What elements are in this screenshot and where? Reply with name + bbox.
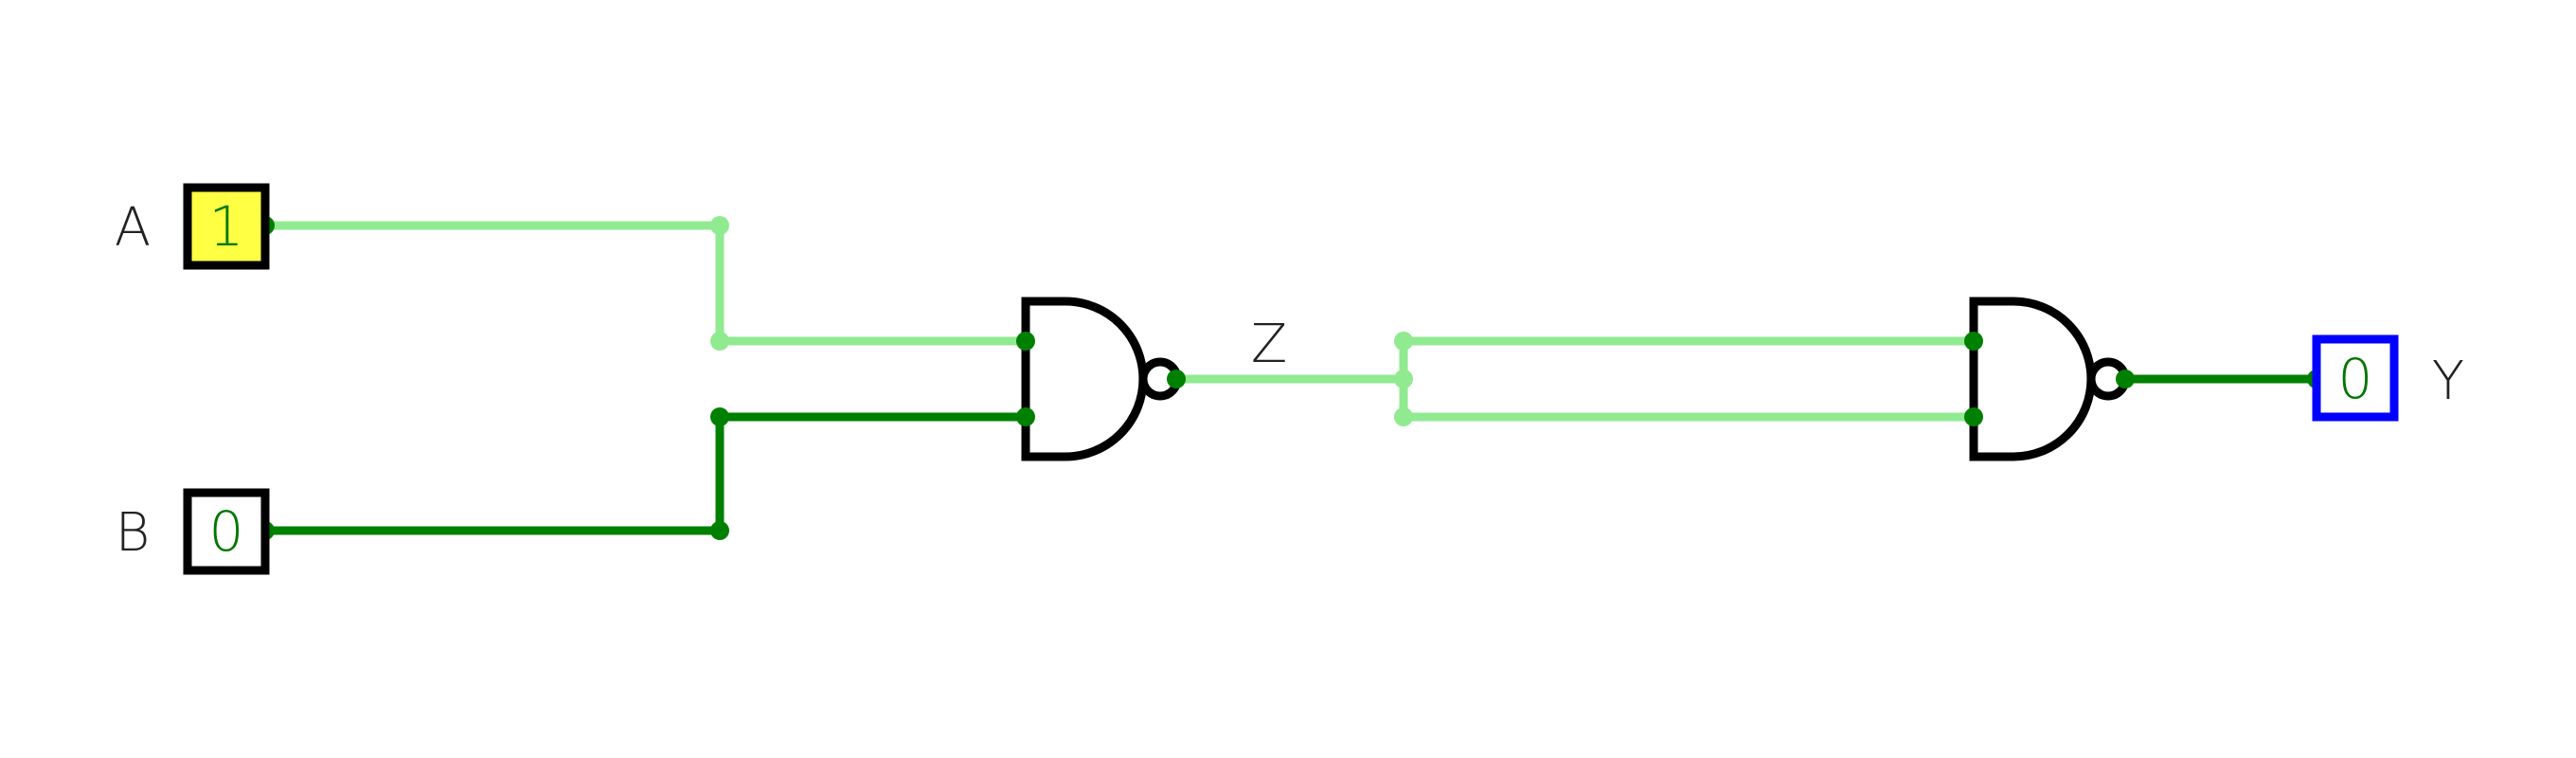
- input-a-toggle[interactable]: [183, 183, 270, 270]
- input-b[interactable]: B 0: [116, 488, 270, 575]
- junction-z-mid: [1394, 370, 1413, 388]
- junction-b-corner-bottom: [710, 521, 729, 540]
- input-a-value: 1: [209, 194, 244, 259]
- junction-b-corner-top: [710, 407, 729, 426]
- input-b-label: B: [116, 502, 151, 564]
- junction-z-top: [1394, 332, 1413, 351]
- input-b-toggle[interactable]: [183, 488, 270, 575]
- pin-gate2-in-bottom: [1964, 407, 1983, 426]
- wire-b-to-gate1: [260, 412, 1030, 535]
- junction-a-corner-bottom: [710, 332, 729, 351]
- input-a[interactable]: A 1: [115, 183, 270, 270]
- wires-low: [260, 374, 2321, 535]
- pin-gate1-in-bottom: [1016, 407, 1035, 426]
- pin-gate1-out: [1167, 370, 1186, 388]
- pin-gate2-in-top: [1964, 332, 1983, 351]
- output-y-label: Y: [2432, 351, 2464, 412]
- nand-gate-2[interactable]: [1969, 297, 2130, 461]
- output-y-display: [2312, 334, 2399, 422]
- nand-gate-1-body: [1021, 297, 1148, 461]
- pin-gate2-out: [2116, 370, 2135, 388]
- wires-high: [260, 221, 1978, 422]
- input-a-label: A: [115, 197, 151, 259]
- nand-gate-2-body: [1969, 297, 2096, 461]
- wire-a-to-gate1: [260, 221, 1030, 346]
- junction-z-bottom: [1394, 407, 1413, 426]
- wire-z-label: Z: [1251, 314, 1287, 375]
- output-y-value: 0: [2338, 347, 2373, 411]
- input-b-value: 0: [209, 499, 244, 564]
- junction-a-corner-top: [710, 216, 729, 235]
- pin-gate1-in-top: [1016, 332, 1035, 351]
- nand-gate-1[interactable]: [1021, 297, 1182, 461]
- output-y: 0 Y: [2312, 334, 2464, 422]
